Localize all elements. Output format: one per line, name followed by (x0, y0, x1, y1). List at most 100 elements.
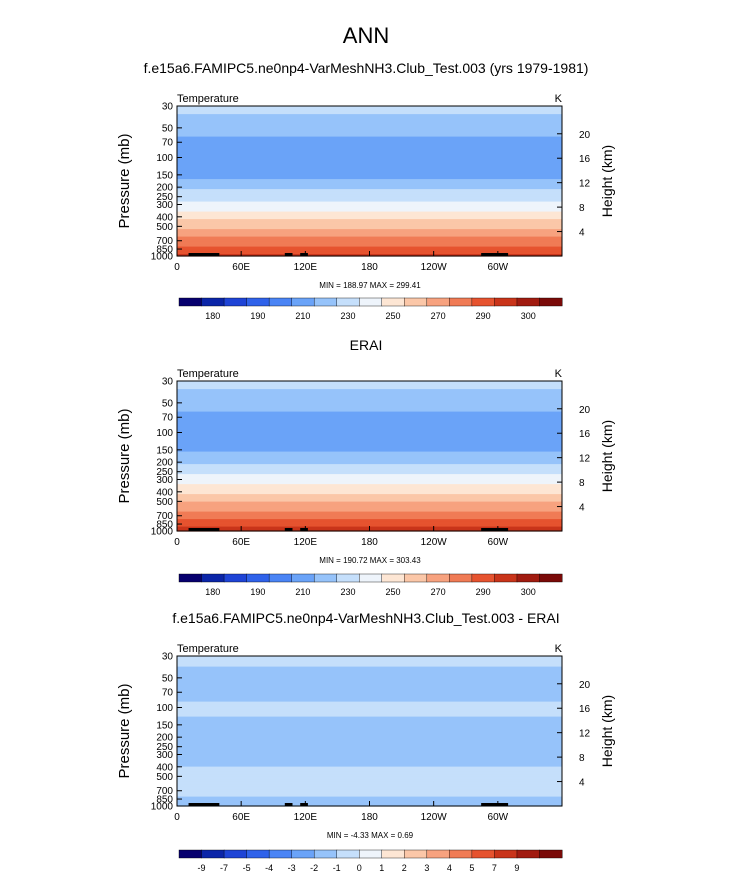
colorbar-box (426, 297, 450, 307)
y-right-tick-label: 12 (579, 729, 591, 740)
colorbar-box (201, 573, 225, 583)
contour-band (177, 183, 562, 187)
contour-band (177, 123, 562, 127)
contour-band (177, 518, 562, 522)
y-tick-label: 250 (156, 192, 173, 203)
contour-band (177, 476, 562, 480)
contour-band (177, 221, 562, 225)
colorbar-box (359, 573, 383, 583)
colorbar-label: 7 (492, 863, 497, 872)
y-tick-label: 700 (156, 236, 173, 247)
colorbar-box (246, 573, 270, 583)
units-label: K (555, 643, 563, 655)
colorbar-label: 2 (402, 863, 407, 872)
colorbar-label: 3 (424, 863, 429, 872)
contour-band (177, 706, 562, 710)
colorbar-label: 190 (250, 587, 265, 597)
contour-band (177, 161, 562, 165)
contour-band (177, 713, 562, 717)
colorbar-label: 4 (447, 863, 452, 872)
y-right-tick-label: 16 (579, 704, 591, 715)
contour-band (177, 203, 562, 207)
colorbar-label: -7 (220, 863, 228, 872)
y-tick-label: 200 (156, 733, 173, 744)
y-tick-label: 30 (162, 377, 174, 388)
contour-band (177, 516, 562, 520)
contour-band (177, 436, 562, 440)
y-axis-title: Pressure (mb) (116, 683, 133, 778)
variable-label: Temperature (177, 368, 239, 380)
contour-band (177, 241, 562, 245)
contour-band (177, 231, 562, 235)
contour-band (177, 766, 562, 770)
contour-band (177, 511, 562, 515)
colorbar-box (404, 573, 428, 583)
x-tick-label: 60W (488, 537, 509, 548)
units-label: K (555, 368, 563, 380)
contour-band (177, 438, 562, 442)
topography (481, 253, 509, 256)
colorbar-label: 5 (469, 863, 474, 872)
colorbar-label: 270 (431, 311, 446, 321)
contour-band (177, 796, 562, 800)
contour-band (177, 688, 562, 692)
contour-band (177, 726, 562, 730)
contour-band (177, 791, 562, 795)
colorbar-box (291, 297, 315, 307)
x-tick-label: 120W (421, 262, 448, 273)
y-tick-label: 30 (162, 102, 174, 113)
contour-band (177, 443, 562, 447)
contour-band (177, 738, 562, 742)
topography (284, 803, 293, 806)
y-tick-label: 250 (156, 742, 173, 753)
contour-band (177, 433, 562, 437)
colorbar-box (313, 297, 338, 307)
colorbar-label: 290 (476, 311, 491, 321)
y-tick-label: 30 (162, 652, 174, 663)
y-right-tick-label: 16 (579, 429, 591, 440)
y-tick-label: 300 (156, 750, 173, 761)
colorbar-box (381, 849, 405, 859)
x-tick-label: 60E (232, 812, 250, 823)
x-tick-label: 180 (361, 537, 378, 548)
contour-band (177, 666, 562, 670)
contour-band (177, 741, 562, 745)
colorbar-box (359, 297, 383, 307)
contour-band (177, 708, 562, 712)
contour-band (177, 166, 562, 170)
colorbar-box (449, 297, 473, 307)
contour-band (177, 683, 562, 687)
colorbar-box (539, 849, 563, 859)
colorbar-box (539, 573, 563, 583)
colorbar-box (313, 849, 338, 859)
contour-band (177, 718, 562, 722)
y-tick-label: 100 (156, 703, 173, 714)
colorbar-box (268, 297, 293, 307)
y-tick-label: 1000 (151, 802, 174, 813)
contour-band (177, 761, 562, 765)
contour-band (177, 153, 562, 157)
contour-band (177, 193, 562, 197)
contour-band (177, 486, 562, 490)
y-tick-label: 500 (156, 497, 173, 508)
contour-band (177, 663, 562, 667)
contour-band (177, 408, 562, 412)
colorbar-box (291, 849, 315, 859)
panel-3: f.e15a6.FAMIPC5.ne0np4-VarMeshNH3.Club_T… (116, 610, 615, 873)
contour-band (177, 181, 562, 185)
contour-band (177, 421, 562, 425)
contour-band (177, 136, 562, 140)
contour-band (177, 463, 562, 467)
min-max-stats: MIN = 188.97 MAX = 299.41 (319, 281, 421, 290)
y-tick-label: 200 (156, 458, 173, 469)
colorbar-box (426, 573, 450, 583)
y-tick-label: 70 (162, 688, 174, 699)
contour-band (177, 701, 562, 705)
colorbar-label: 180 (205, 587, 220, 597)
contour-band (177, 493, 562, 497)
contour-band (177, 168, 562, 172)
contour-band (177, 118, 562, 122)
